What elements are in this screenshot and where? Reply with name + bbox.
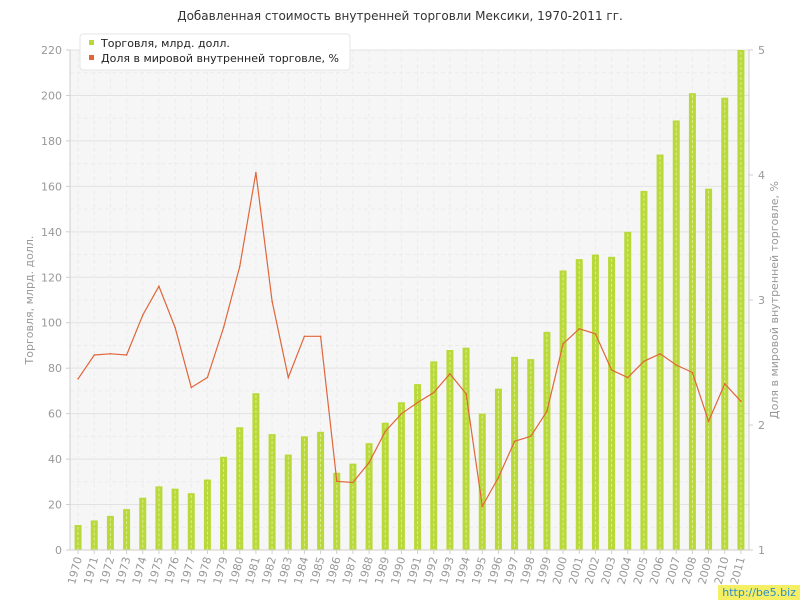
bar-1978 <box>203 479 211 550</box>
line-point-2002 <box>594 332 597 335</box>
legend-box <box>79 33 351 71</box>
bar-1996 <box>494 388 502 550</box>
line-point-1972 <box>109 352 112 355</box>
left-tick-label: 220 <box>41 44 62 57</box>
line-point-1993 <box>449 372 451 375</box>
line-point-1982 <box>271 300 273 303</box>
line-point-1975 <box>158 285 160 288</box>
legend-swatch-line <box>89 55 94 60</box>
line-point-1988 <box>368 461 370 464</box>
line-point-2011 <box>740 400 742 403</box>
line-point-1984 <box>303 335 306 338</box>
legend-swatch-bars <box>89 40 94 45</box>
line-point-1989 <box>384 430 387 433</box>
line-point-1974 <box>141 314 144 316</box>
line-point-2004 <box>626 376 629 379</box>
left-tick-label: 180 <box>41 135 62 148</box>
line-point-2010 <box>723 382 726 385</box>
line-point-2009 <box>707 420 710 423</box>
watermark-link[interactable]: http://be5.biz <box>718 585 800 600</box>
line-point-2006 <box>659 352 661 355</box>
line-point-1986 <box>335 480 338 483</box>
line-point-1995 <box>481 505 484 508</box>
right-tick-label: 4 <box>758 169 765 182</box>
bar-2003 <box>608 256 616 550</box>
line-point-2008 <box>691 371 694 374</box>
right-tick-label: 3 <box>758 294 765 307</box>
bar-1979 <box>220 456 228 550</box>
line-point-1990 <box>400 412 403 415</box>
left-tick-label: 80 <box>48 362 62 375</box>
line-point-2007 <box>675 364 678 366</box>
legend-label-bars: Торговля, млрд. долл. <box>100 37 230 50</box>
bar-1984 <box>300 436 308 550</box>
line-point-1994 <box>465 392 467 395</box>
line-point-1992 <box>432 391 435 394</box>
line-point-1973 <box>125 354 128 356</box>
chart-title: Добавленная стоимость внутренней торговл… <box>177 9 623 23</box>
line-point-1978 <box>206 376 209 379</box>
line-point-1971 <box>93 354 96 356</box>
left-tick-label: 120 <box>41 271 62 284</box>
line-point-1997 <box>513 440 516 443</box>
x-axis-ticks: 1970197119721973197419751976197719781979… <box>65 550 748 586</box>
line-point-1981 <box>255 171 257 174</box>
right-tick-label: 1 <box>758 544 765 557</box>
left-tick-label: 60 <box>48 408 62 421</box>
left-tick-label: 0 <box>55 544 62 557</box>
line-point-2003 <box>610 369 613 371</box>
bar-2010 <box>721 97 729 551</box>
bar-1998 <box>527 359 535 550</box>
bar-1997 <box>511 356 519 550</box>
right-axis-ticks: 1 2 3 4 5 <box>749 44 765 557</box>
line-point-1991 <box>416 401 419 404</box>
bar-1980 <box>236 427 244 550</box>
left-tick-label: 100 <box>41 317 62 330</box>
bar-1975 <box>155 486 163 550</box>
line-series <box>77 171 742 509</box>
legend: Торговля, млрд. долл. Доля в мировой вну… <box>79 33 351 71</box>
left-axis-title: Торговля, млрд. долл. <box>23 236 36 366</box>
line-point-1999 <box>546 410 548 413</box>
bar-1994 <box>462 347 470 550</box>
bar-1976 <box>171 488 179 550</box>
bar-2001 <box>575 259 583 550</box>
line-point-1987 <box>352 481 354 484</box>
right-tick-label: 5 <box>758 44 765 57</box>
line-point-1976 <box>174 326 176 329</box>
line-point-2000 <box>562 342 564 345</box>
left-axis-ticks: 0 20 40 60 80 100 120 140 160 180 200 220 <box>41 44 70 557</box>
left-tick-label: 200 <box>41 89 62 102</box>
line-path <box>77 172 742 509</box>
left-tick-label: 140 <box>41 226 62 239</box>
bar-2009 <box>705 188 713 551</box>
line-point-1985 <box>319 335 322 338</box>
bar-series <box>74 50 745 551</box>
left-tick-label: 20 <box>48 499 62 512</box>
right-axis-title: Доля в мировой внутренней торговле, % <box>768 181 781 419</box>
line-point-2001 <box>578 327 581 330</box>
line-point-1970 <box>77 377 79 380</box>
bar-1974 <box>139 497 147 550</box>
line-point-1998 <box>529 435 532 438</box>
left-tick-label: 40 <box>48 453 62 466</box>
line-point-1977 <box>190 386 193 389</box>
line-point-1996 <box>497 476 500 479</box>
line-point-2005 <box>643 360 645 363</box>
line-point-1980 <box>238 265 241 268</box>
left-tick-label: 160 <box>41 180 62 193</box>
line-point-1983 <box>287 376 290 379</box>
right-tick-label: 2 <box>758 419 765 432</box>
bar-1973 <box>123 509 131 550</box>
line-point-1979 <box>222 326 225 329</box>
legend-label-line: Доля в мировой внутренней торговле, % <box>101 52 339 65</box>
